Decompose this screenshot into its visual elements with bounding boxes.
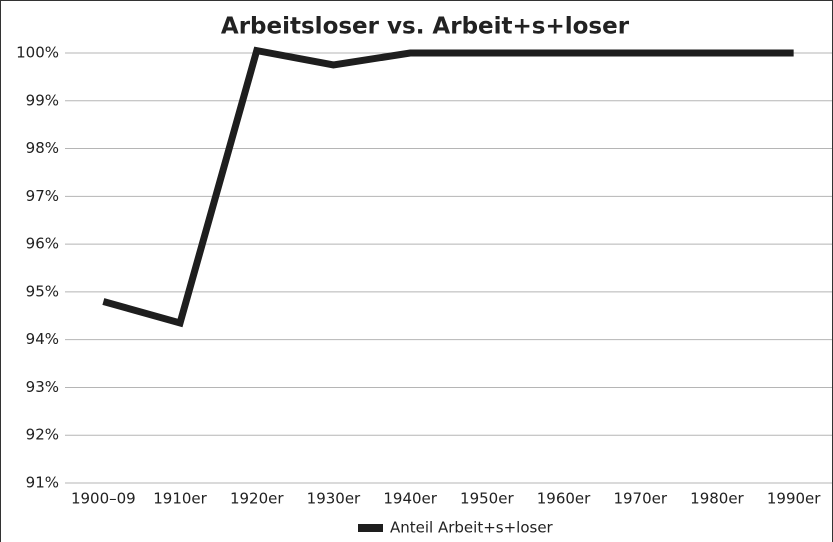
y-tick-label: 91% <box>26 474 59 492</box>
x-tick-label: 1930er <box>307 490 361 508</box>
y-tick-label: 97% <box>26 187 59 205</box>
x-tick-label: 1920er <box>230 490 284 508</box>
y-tick-label: 95% <box>26 282 59 300</box>
x-tick-label: 1960er <box>537 490 591 508</box>
legend-label: Anteil Arbeit+s+loser <box>390 519 554 537</box>
y-tick-label: 92% <box>26 426 59 444</box>
y-tick-label: 99% <box>26 91 59 109</box>
y-tick-label: 98% <box>26 139 59 157</box>
y-tick-label: 94% <box>26 330 59 348</box>
x-tick-label: 1980er <box>690 490 744 508</box>
x-tick-label: 1970er <box>613 490 667 508</box>
y-tick-label: 93% <box>26 378 59 396</box>
legend-swatch <box>358 524 383 532</box>
chart-title: Arbeitsloser vs. Arbeit+s+loser <box>221 14 630 40</box>
x-tick-label: 1940er <box>383 490 437 508</box>
x-tick-label: 1910er <box>153 490 207 508</box>
x-tick-label: 1990er <box>767 490 821 508</box>
x-tick-label: 1950er <box>460 490 514 508</box>
y-tick-label: 96% <box>26 235 59 253</box>
y-tick-label: 100% <box>16 44 59 62</box>
x-tick-label: 1900–09 <box>71 490 136 508</box>
series-line <box>102 46 794 328</box>
